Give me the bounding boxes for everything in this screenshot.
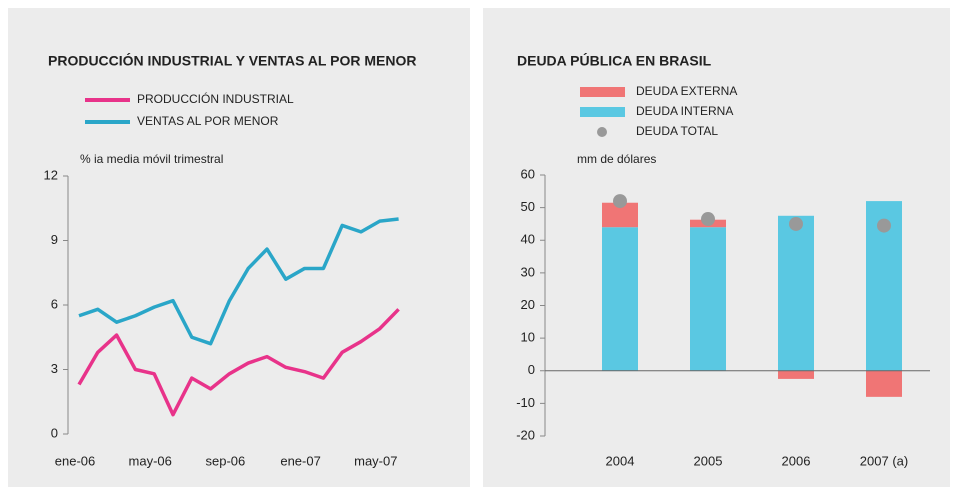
dot: [701, 212, 715, 227]
bar: [866, 370, 902, 397]
y-tick-label: 6: [51, 296, 58, 311]
bar: [778, 370, 814, 379]
x-tick-label: ene-06: [55, 453, 95, 468]
chart-title: PRODUCCIÓN INDUSTRIAL Y VENTAS AL POR ME…: [48, 52, 416, 69]
dot: [613, 194, 627, 209]
y-tick-label: 10: [521, 330, 535, 345]
panel: [8, 8, 470, 487]
bar: [690, 227, 726, 371]
axis-label: mm de dólares: [577, 152, 656, 166]
y-tick-label: 20: [521, 297, 535, 312]
legend-label: DEUDA INTERNA: [636, 104, 733, 118]
x-tick-label: ene-07: [280, 453, 320, 468]
dot: [789, 216, 803, 231]
y-tick-label: 0: [528, 362, 535, 377]
legend-label: DEUDA TOTAL: [636, 124, 718, 138]
axis-label: % ia media móvil trimestral: [80, 152, 223, 166]
y-tick-label: 0: [51, 425, 58, 440]
x-tick-label: may-06: [129, 453, 172, 468]
bar: [602, 227, 638, 371]
x-tick-label: 2006: [782, 453, 811, 468]
legend-label: PRODUCCIÓN INDUSTRIAL: [137, 91, 294, 106]
y-tick-label: 3: [51, 361, 58, 376]
x-tick-label: sep-06: [206, 453, 246, 468]
y-tick-label: 30: [521, 264, 535, 279]
y-tick-label: 9: [51, 232, 58, 247]
legend-label: DEUDA EXTERNA: [636, 84, 737, 98]
legend-label: VENTAS AL POR MENOR: [137, 114, 279, 128]
legend-swatch: [580, 87, 625, 97]
y-tick-label: -10: [516, 395, 535, 410]
line: [77, 308, 400, 417]
y-tick-label: 50: [521, 199, 535, 214]
bar: [778, 215, 814, 371]
y-tick-label: 40: [521, 232, 535, 247]
line: [78, 217, 399, 346]
x-tick-label: 2005: [694, 453, 723, 468]
x-tick-label: 2004: [606, 453, 635, 468]
dot: [877, 218, 891, 233]
chart-title: DEUDA PÚBLICA EN BRASIL: [517, 52, 712, 69]
y-tick-label: 12: [44, 167, 58, 182]
legend-swatch: [580, 107, 625, 117]
y-tick-label: -20: [516, 427, 535, 442]
legend-swatch: [597, 127, 607, 137]
x-tick-label: may-07: [354, 453, 397, 468]
x-tick-label: 2007 (a): [860, 453, 908, 468]
y-tick-label: 60: [521, 166, 535, 181]
